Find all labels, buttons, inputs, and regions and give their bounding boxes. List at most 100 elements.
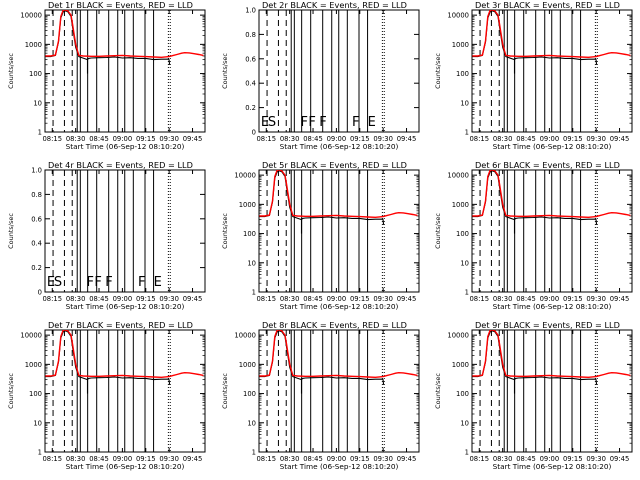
x-tick-label: 09:15 [350,455,370,463]
state-label: F [319,115,326,130]
x-tick-label: 09:15 [563,135,583,143]
y-axis-label: Counts/sec [434,213,442,249]
x-tick-label: 08:15 [42,295,62,303]
events-series-line [472,10,596,61]
lld-series-line [259,170,418,219]
x-tick-label: 09:00 [113,295,133,303]
lld-series-line [45,330,204,379]
x-axis-label: Start Time (06-Sep-12 08:10:20) [493,302,612,311]
events-dropout-line [382,379,385,385]
x-tick-label: 08:45 [303,135,323,143]
x-tick-label: 08:30 [66,295,86,303]
y-tick-label: 0.8 [245,31,256,39]
x-tick-label: 08:15 [469,135,489,143]
events-series-line [259,170,383,221]
y-tick-label: 100 [243,230,256,238]
x-tick-label: 09:00 [327,455,347,463]
y-tick-label: 1.0 [245,7,256,15]
x-tick-label: 08:30 [493,455,513,463]
x-tick-label: 08:30 [280,295,300,303]
y-tick-label: 0.4 [31,240,42,248]
x-tick-label: 08:30 [66,455,86,463]
y-tick-label: 10000 [234,332,256,340]
state-label: F [94,275,101,290]
lld-series-line [472,170,631,219]
detector-panel-1: Det 1r BLACK = Events, RED = LLD Counts/s… [7,0,206,151]
x-tick-label: 09:45 [610,135,630,143]
x-axis-label: Start Time (06-Sep-12 08:10:20) [280,462,399,471]
x-tick-label: 09:00 [327,295,347,303]
y-axis-label: Counts/sec [221,373,229,409]
y-tick-label: 0 [38,289,42,297]
panel-title: Det 9r BLACK = Events, RED = LLD [475,320,620,330]
y-tick-label: 10 [460,259,469,267]
events-series-line [259,330,383,381]
x-axis-label: Start Time (06-Sep-12 08:10:20) [493,462,612,471]
x-tick-label: 08:15 [42,455,62,463]
plot-frame [258,9,420,133]
y-axis-label: Counts/sec [221,53,229,89]
x-tick-label: 09:30 [159,455,179,463]
y-tick-label: 0.4 [245,80,256,88]
events-dropout-line [595,379,598,385]
x-tick-label: 08:15 [42,135,62,143]
x-tick-label: 09:15 [350,295,370,303]
lld-series-line [259,330,418,379]
y-tick-label: 10 [460,419,469,427]
detector-panel-4: Det 4r BLACK = Events, RED = LLD Counts/s… [7,160,206,311]
y-tick-label: 0.2 [245,104,256,112]
x-tick-label: 08:45 [516,295,536,303]
x-tick-label: 08:30 [280,455,300,463]
y-tick-label: 100 [29,390,42,398]
x-tick-label: 09:00 [327,135,347,143]
x-axis-label: Start Time (06-Sep-12 08:10:20) [66,462,185,471]
events-dropout-line [595,219,598,225]
y-tick-label: 1 [252,289,256,297]
plot-frame [44,329,206,453]
y-tick-label: 10000 [20,12,42,20]
events-dropout-line [382,219,385,225]
x-tick-label: 08:30 [493,135,513,143]
events-series-line [472,330,596,381]
plot-frame [471,169,633,293]
y-tick-label: 1 [465,129,469,137]
x-tick-label: 08:15 [469,295,489,303]
x-tick-label: 08:30 [66,135,86,143]
lld-series-line [45,10,204,59]
lld-series-line [472,330,631,379]
x-tick-label: 09:30 [159,135,179,143]
x-tick-label: 09:30 [586,295,606,303]
y-tick-label: 100 [456,70,469,78]
panel-title: Det 4r BLACK = Events, RED = LLD [48,160,193,170]
x-tick-label: 09:30 [586,455,606,463]
y-axis-label: Counts/sec [221,213,229,249]
panel-title: Det 2r BLACK = Events, RED = LLD [262,0,407,10]
y-tick-label: 1 [252,449,256,457]
state-label: E [261,115,269,130]
x-tick-label: 09:45 [397,455,417,463]
state-label: E [368,115,376,130]
x-tick-label: 09:00 [540,295,560,303]
x-axis-label: Start Time (06-Sep-12 08:10:20) [280,302,399,311]
y-tick-label: 10 [247,259,256,267]
state-label: F [87,275,94,290]
y-tick-label: 1 [38,449,42,457]
detector-panel-3: Det 3r BLACK = Events, RED = LLD Counts/s… [434,0,633,151]
detector-panel-7: Det 7r BLACK = Events, RED = LLD Counts/s… [7,320,206,471]
x-tick-label: 08:45 [89,135,109,143]
y-tick-label: 1 [465,289,469,297]
x-tick-label: 09:00 [113,455,133,463]
x-axis-label: Start Time (06-Sep-12 08:10:20) [66,142,185,151]
x-tick-label: 09:45 [610,295,630,303]
y-axis-label: Counts/sec [7,53,15,89]
x-axis-label: Start Time (06-Sep-12 08:10:20) [66,302,185,311]
panel-title: Det 8r BLACK = Events, RED = LLD [262,320,407,330]
x-tick-label: 08:45 [516,135,536,143]
y-tick-label: 0.2 [31,264,42,272]
plot-frame [471,329,633,453]
state-label: F [105,275,112,290]
events-dropout-line [168,59,171,65]
detector-panel-6: Det 6r BLACK = Events, RED = LLD Counts/s… [434,160,633,311]
y-tick-label: 10000 [20,332,42,340]
y-tick-label: 1000 [239,361,256,369]
